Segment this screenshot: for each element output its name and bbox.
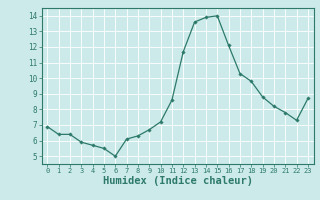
X-axis label: Humidex (Indice chaleur): Humidex (Indice chaleur) [103, 176, 252, 186]
